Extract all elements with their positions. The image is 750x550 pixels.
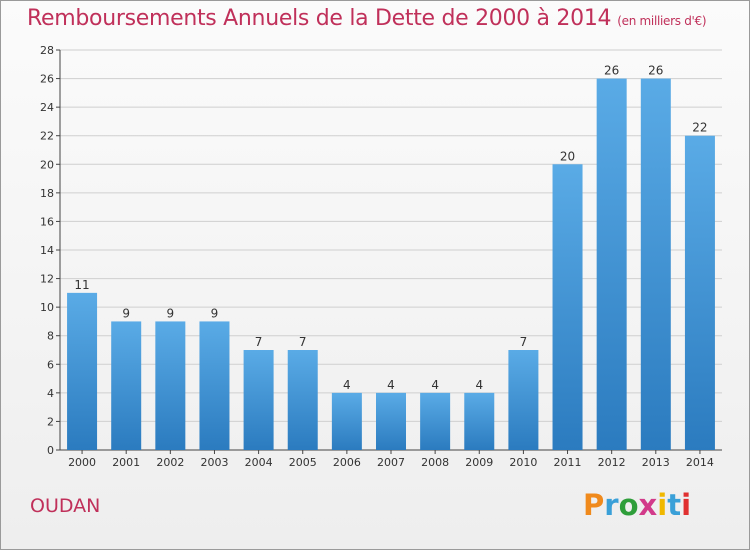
value-label-2000: 11 bbox=[74, 278, 89, 292]
y-tick-label: 2 bbox=[47, 415, 54, 428]
x-tick-label-2012: 2012 bbox=[598, 456, 626, 469]
x-tick-label-2006: 2006 bbox=[333, 456, 361, 469]
x-tick-label-2003: 2003 bbox=[200, 456, 228, 469]
y-tick-label: 14 bbox=[40, 244, 54, 257]
y-tick-label: 0 bbox=[47, 444, 54, 457]
bar-2013 bbox=[640, 78, 671, 451]
x-tick-label-2000: 2000 bbox=[68, 456, 96, 469]
y-tick-label: 20 bbox=[40, 158, 54, 171]
bar-2007 bbox=[376, 392, 406, 450]
y-tick-label: 4 bbox=[47, 387, 54, 400]
bar-2009 bbox=[464, 392, 495, 450]
logo-letter: i bbox=[681, 488, 692, 522]
x-tick-label-2004: 2004 bbox=[245, 456, 273, 469]
logo-letter: P bbox=[583, 488, 605, 522]
value-label-2003: 9 bbox=[211, 306, 219, 320]
bar-2004 bbox=[243, 350, 274, 450]
value-label-2007: 4 bbox=[387, 378, 395, 392]
y-tick-label: 22 bbox=[40, 130, 54, 143]
x-tick-label-2011: 2011 bbox=[554, 456, 582, 469]
y-tick-label: 8 bbox=[47, 330, 54, 343]
y-tick-label: 24 bbox=[40, 101, 54, 114]
value-label-2014: 22 bbox=[692, 121, 707, 135]
value-label-2011: 20 bbox=[560, 149, 575, 163]
value-label-2001: 9 bbox=[122, 306, 130, 320]
value-label-2009: 4 bbox=[475, 378, 483, 392]
bar-2002 bbox=[155, 321, 186, 450]
value-label-2013: 26 bbox=[648, 64, 663, 78]
y-tick-label: 12 bbox=[40, 273, 54, 286]
bar-2005 bbox=[287, 350, 318, 450]
x-tick-label-2002: 2002 bbox=[156, 456, 184, 469]
y-tick-label: 26 bbox=[40, 73, 54, 86]
commune-name: OUDAN bbox=[30, 495, 101, 517]
y-tick-label: 10 bbox=[40, 301, 54, 314]
proxiti-logo: Proxiti bbox=[583, 488, 691, 522]
title-unit: (en milliers d'€) bbox=[617, 14, 707, 28]
y-tick-label: 16 bbox=[40, 215, 54, 228]
x-tick-label-2005: 2005 bbox=[289, 456, 317, 469]
bar-2006 bbox=[331, 392, 362, 450]
x-tick-label-2014: 2014 bbox=[686, 456, 714, 469]
y-tick-label: 28 bbox=[40, 44, 54, 57]
bar-2014 bbox=[684, 135, 715, 450]
value-label-2010: 7 bbox=[520, 335, 528, 349]
bar-2010 bbox=[508, 350, 539, 450]
title-text: Remboursements Annuels de la Dette de 20… bbox=[27, 6, 612, 31]
x-tick-label-2009: 2009 bbox=[465, 456, 493, 469]
logo-letter: r bbox=[604, 488, 619, 522]
logo-letter: x bbox=[638, 488, 658, 522]
x-tick-label-2013: 2013 bbox=[642, 456, 670, 469]
x-tick-label-2007: 2007 bbox=[377, 456, 405, 469]
bar-2000 bbox=[67, 292, 98, 450]
x-tick-label-2010: 2010 bbox=[509, 456, 537, 469]
bar-2011 bbox=[552, 164, 583, 451]
bar-2012 bbox=[596, 78, 627, 451]
value-label-2004: 7 bbox=[255, 335, 263, 349]
bars bbox=[67, 78, 715, 451]
value-label-2005: 7 bbox=[299, 335, 307, 349]
bar-2008 bbox=[420, 392, 451, 450]
value-label-2006: 4 bbox=[343, 378, 351, 392]
y-tick-label: 18 bbox=[40, 187, 54, 200]
logo-letter: o bbox=[618, 488, 639, 522]
value-label-2002: 9 bbox=[167, 306, 175, 320]
chart-title: Remboursements Annuels de la Dette de 20… bbox=[27, 6, 707, 31]
bar-2001 bbox=[111, 321, 142, 450]
labels: 11 2000 9 2001 9 2002 9 2003 7 2004 7 2005 4 2006 4 200… bbox=[68, 64, 714, 469]
logo-letter: i bbox=[657, 488, 668, 522]
x-tick-label-2001: 2001 bbox=[112, 456, 140, 469]
value-label-2008: 4 bbox=[431, 378, 439, 392]
bar-2003 bbox=[199, 321, 230, 450]
y-tick-label: 6 bbox=[47, 358, 54, 371]
value-label-2012: 26 bbox=[604, 64, 619, 78]
x-tick-label-2008: 2008 bbox=[421, 456, 449, 469]
logo-letter: t bbox=[667, 488, 682, 522]
